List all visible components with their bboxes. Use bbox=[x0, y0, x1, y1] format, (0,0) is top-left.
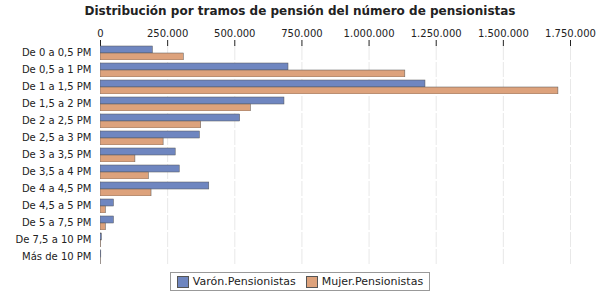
svg-text:De 0,5 a 1 PM: De 0,5 a 1 PM bbox=[22, 64, 92, 75]
svg-text:De 4 a 4,5 PM: De 4 a 4,5 PM bbox=[22, 183, 92, 194]
svg-text:De 0 a 0,5 PM: De 0 a 0,5 PM bbox=[22, 47, 92, 58]
svg-text:De 2 a 2,5 PM: De 2 a 2,5 PM bbox=[22, 115, 92, 126]
svg-text:1.250.000: 1.250.000 bbox=[411, 28, 462, 39]
svg-text:De 3,5 a 4 PM: De 3,5 a 4 PM bbox=[22, 166, 92, 177]
svg-text:250.000: 250.000 bbox=[147, 28, 188, 39]
html-text:Mujer.Pensionistas: Mujer.Pensionistas bbox=[321, 275, 424, 288]
svg-text:1.500.000: 1.500.000 bbox=[478, 28, 529, 39]
svg-text:500.000: 500.000 bbox=[214, 28, 255, 39]
svg-text:750.000: 750.000 bbox=[281, 28, 322, 39]
html-text:Varón.Pensionistas: Varón.Pensionistas bbox=[192, 275, 296, 288]
svg-text:1.750.000: 1.750.000 bbox=[545, 28, 596, 39]
svg-text:De 5 a 7,5 PM: De 5 a 7,5 PM bbox=[22, 217, 92, 228]
svg-text:0: 0 bbox=[97, 28, 103, 39]
svg-text:Más de 10 PM: Más de 10 PM bbox=[22, 251, 91, 262]
svg-text:De 4,5 a 5 PM: De 4,5 a 5 PM bbox=[22, 200, 92, 211]
svg-text:De 1,5 a 2 PM: De 1,5 a 2 PM bbox=[22, 98, 92, 109]
svg-text:1.000.000: 1.000.000 bbox=[344, 28, 395, 39]
svg-text:De 1 a 1,5 PM: De 1 a 1,5 PM bbox=[22, 81, 92, 92]
svg-text:De 7,5 a 10 PM: De 7,5 a 10 PM bbox=[16, 234, 92, 245]
html-text:Distribución por tramos de pen: Distribución por tramos de pensión del n… bbox=[84, 4, 516, 18]
svg-text:De 2,5 a 3 PM: De 2,5 a 3 PM bbox=[22, 132, 92, 143]
svg-text:De 3 a 3,5 PM: De 3 a 3,5 PM bbox=[22, 149, 92, 160]
